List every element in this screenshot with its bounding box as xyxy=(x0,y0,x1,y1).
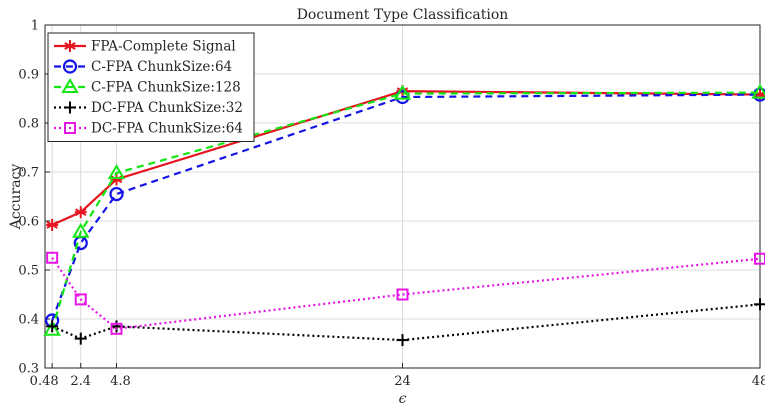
legend-marker xyxy=(64,101,76,114)
legend-label: C-FPA ChunkSize:128 xyxy=(91,80,241,96)
marker-shape xyxy=(74,293,87,306)
legend-item: DC-FPA ChunkSize:32 xyxy=(54,100,243,116)
y-tick-label: 0.8 xyxy=(18,117,39,132)
data-point xyxy=(46,218,59,231)
legend-item: FPA-Complete Signal xyxy=(54,39,236,55)
data-point xyxy=(751,83,765,99)
marker-shape xyxy=(62,59,78,74)
data-point xyxy=(74,332,87,345)
legend-item: C-FPA ChunkSize:64 xyxy=(54,59,232,75)
y-tick-label: 0.5 xyxy=(18,264,39,279)
x-tick-label: 2.4 xyxy=(70,374,91,389)
marker-shape xyxy=(110,322,123,335)
chart-title: Document Type Classification xyxy=(297,7,509,23)
marker-shape xyxy=(751,83,765,99)
marker-shape xyxy=(107,163,126,179)
data-point xyxy=(393,84,412,100)
legend-marker xyxy=(61,78,79,93)
marker-shape xyxy=(43,320,61,336)
y-tick-label: 0.6 xyxy=(18,215,39,230)
series-line xyxy=(51,91,761,331)
axis-ticks: 0.3 0.4 0.5 0.6 0.7 0.8 0.9 1 0.48 2.4 4.8 24 48 xyxy=(18,19,765,390)
data-point xyxy=(396,288,409,301)
x-tick-label: 48 xyxy=(752,374,765,389)
legend-label: FPA-Complete Signal xyxy=(91,39,236,55)
data-point xyxy=(46,320,59,333)
data-point xyxy=(396,334,409,347)
series-4 xyxy=(46,298,765,347)
data-point xyxy=(107,163,126,179)
x-axis-label: ϵ xyxy=(399,391,407,407)
x-tick-label: 4.8 xyxy=(110,374,131,389)
data-point xyxy=(109,186,124,202)
data-point xyxy=(72,222,90,238)
y-tick-label: 0.7 xyxy=(18,166,39,181)
marker-shape xyxy=(393,84,412,100)
legend-item: C-FPA ChunkSize:128 xyxy=(54,78,241,96)
marker-shape xyxy=(61,78,79,93)
legend-item: DC-FPA ChunkSize:64 xyxy=(54,121,243,137)
data-point xyxy=(74,206,87,219)
legend-marker xyxy=(64,122,76,134)
data-point xyxy=(74,293,87,306)
y-tick-label: 1 xyxy=(31,19,39,34)
y-tick-label: 0.9 xyxy=(18,68,39,83)
series-3 xyxy=(43,83,765,336)
legend-label: C-FPA ChunkSize:64 xyxy=(91,59,232,75)
series-line xyxy=(51,303,761,342)
series-line xyxy=(51,257,761,330)
data-point xyxy=(46,251,59,264)
marker-shape xyxy=(46,251,59,264)
series-layer xyxy=(43,83,765,347)
marker-shape xyxy=(109,186,124,202)
data-point xyxy=(110,322,123,335)
y-tick-label: 0.4 xyxy=(18,313,39,328)
legend-marker xyxy=(62,59,78,74)
y-axis-label: Accuracy xyxy=(8,164,24,231)
marker-shape xyxy=(754,252,765,265)
marker-shape xyxy=(72,222,90,238)
y-tick-label: 0.3 xyxy=(18,362,39,377)
data-point xyxy=(754,252,765,265)
legend-label: DC-FPA ChunkSize:32 xyxy=(91,100,243,116)
series-5 xyxy=(46,251,765,335)
data-point xyxy=(754,298,765,311)
marker-shape xyxy=(64,122,76,134)
marker-shape xyxy=(396,288,409,301)
x-tick-label: 0.48 xyxy=(30,374,59,389)
x-tick-label: 24 xyxy=(394,374,411,389)
data-point xyxy=(43,320,61,336)
legend-marker xyxy=(64,40,76,52)
series-line xyxy=(51,93,761,321)
legend-label: DC-FPA ChunkSize:64 xyxy=(91,121,243,137)
legend: FPA-Complete Signal C-FPA ChunkSize:64 C-F… xyxy=(47,32,255,142)
